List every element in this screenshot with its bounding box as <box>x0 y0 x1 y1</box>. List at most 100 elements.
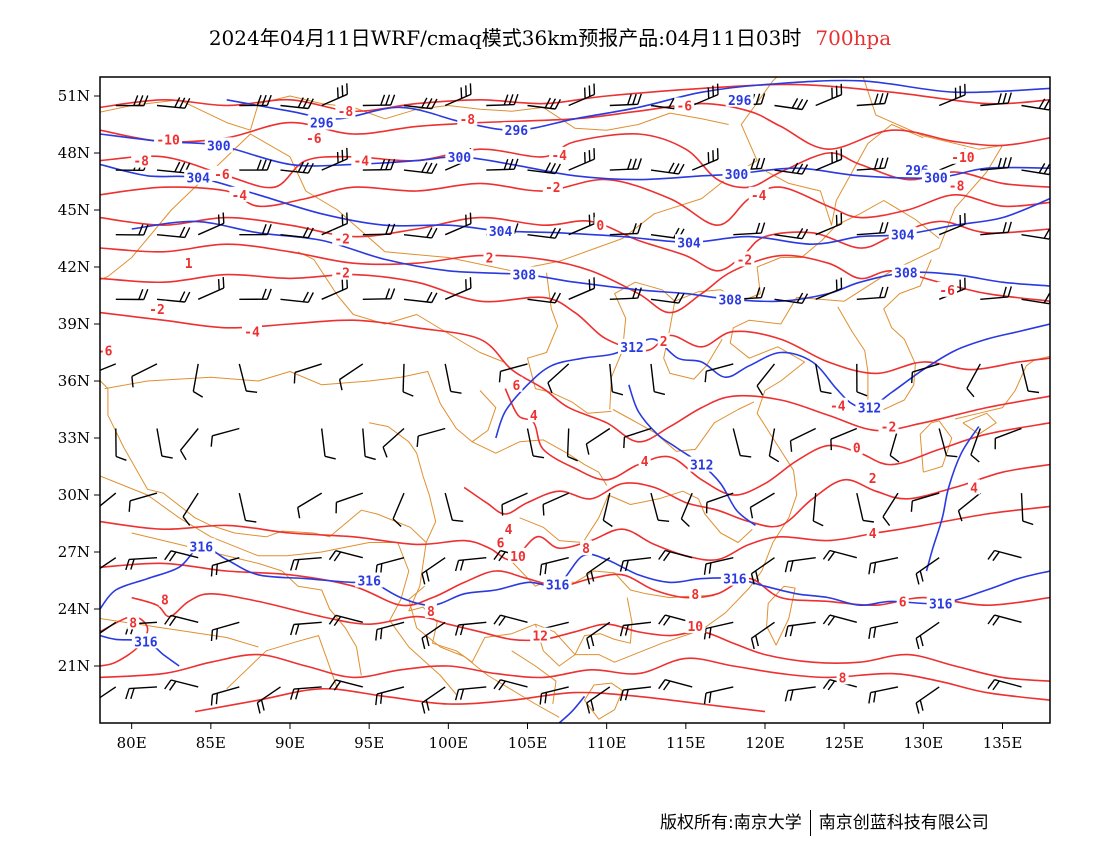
footer-company: 南京创蓝科技有限公司 <box>818 813 989 833</box>
height-contour-label-bg <box>725 91 754 107</box>
wind-barb <box>527 97 562 110</box>
boundary-line <box>297 251 504 363</box>
height-contour <box>226 79 1050 132</box>
temperature-contour-label: -2 <box>737 253 753 268</box>
temperature-contour-label-bg <box>229 186 250 202</box>
height-contour-label-bg <box>855 399 884 415</box>
boundary-line <box>527 272 612 414</box>
wind-barb <box>280 161 314 174</box>
temperature-contour-label-bg <box>657 333 670 349</box>
wind-barb <box>658 549 693 562</box>
temperature-contour-label: -4 <box>551 149 567 164</box>
height-contour-label: 316 <box>134 635 158 650</box>
wind-barb <box>403 162 438 174</box>
wind-barb <box>732 428 752 458</box>
wind-barb <box>987 614 1022 626</box>
temperature-contour-label: 6 <box>512 379 520 394</box>
wind-barb <box>703 621 734 640</box>
temperature-contour-label-bg <box>182 255 195 271</box>
temperature-contour-label: 2 <box>869 472 877 487</box>
temperature-contour-label-bg <box>242 323 262 339</box>
title-main: 2024年04月11日WRF/cmaq模式36km预报产品:04月11日03时 <box>208 26 802 50</box>
temperature-contour-label: -4 <box>830 400 846 415</box>
temperature-contour-label: 8 <box>839 671 847 686</box>
footer-owner: 版权所有:南京大学 <box>660 813 802 833</box>
wind-barb <box>100 557 117 570</box>
height-contour-label: 316 <box>723 573 747 588</box>
wind-barb <box>280 226 314 239</box>
height-contour-label-bg <box>926 595 955 611</box>
height-contour-label-bg <box>722 165 751 181</box>
wind-barb <box>403 227 438 239</box>
y-tick-label: 24N <box>58 600 90 618</box>
wind-barb <box>703 557 734 575</box>
wind-barb <box>128 492 158 512</box>
wind-barb <box>527 162 562 175</box>
wind-barb <box>115 288 149 301</box>
wind-barb <box>856 157 889 171</box>
temperature-contour-label-bg <box>968 479 980 495</box>
wind-barb <box>210 427 240 447</box>
wind-barb <box>179 428 199 461</box>
height-contour-label: 296 <box>505 124 529 139</box>
height-contour-label-bg <box>486 222 515 238</box>
wind-barb <box>970 428 981 463</box>
wind-barb <box>501 492 528 516</box>
temperature-contour-label-bg <box>508 547 528 563</box>
wind-barb <box>915 686 940 714</box>
boundary-line <box>281 570 362 676</box>
height-contour-label: 312 <box>858 402 881 417</box>
wind-barb <box>815 212 843 236</box>
wind-barb <box>856 92 889 107</box>
temperature-contour <box>100 653 1050 701</box>
wind-barb <box>650 292 685 304</box>
height-contour-label-bg <box>307 114 336 130</box>
wind-barb <box>100 686 117 699</box>
wind-barb <box>527 227 562 239</box>
temperature-contour-label: 1 <box>185 257 193 272</box>
wind-barb <box>100 363 117 372</box>
wind-barb <box>375 621 405 641</box>
temperature-contour-label-bg <box>937 281 958 297</box>
temperature-contour-label-bg <box>332 230 353 246</box>
wind-barb <box>789 427 817 452</box>
wind-barb <box>197 212 225 236</box>
wind-barb <box>454 557 487 572</box>
wind-barb <box>815 83 843 107</box>
temperature-contour <box>504 388 1050 496</box>
wind-barb <box>321 212 348 236</box>
temperature-contour-label-bg <box>827 397 848 413</box>
temperature-contour-label: -8 <box>949 179 965 194</box>
y-tick-label: 39N <box>58 315 90 333</box>
temperature-contour-label: 8 <box>427 605 435 620</box>
axis-layer: 80E 85E 90E 95E 100E 105E 110E 115E 120E 125E 130E… <box>58 87 1023 752</box>
height-contour-label-bg <box>922 169 950 185</box>
wind-barb <box>703 686 734 705</box>
temperature-contour-layer <box>100 83 1050 713</box>
wind-barb <box>750 557 775 585</box>
x-tick-label: 100E <box>429 734 469 752</box>
x-tick-label: 90E <box>275 734 305 752</box>
height-contour-label: 304 <box>677 236 701 251</box>
boundary-line <box>389 542 457 695</box>
wind-barb <box>856 363 868 397</box>
copyright-footer: 版权所有:南京大学 南京创蓝科技有限公司 <box>660 808 989 836</box>
wind-barb <box>609 363 624 396</box>
wind-barb <box>586 686 611 714</box>
height-contour-label: 300 <box>207 139 231 154</box>
height-contour <box>925 426 980 572</box>
height-contour-label-bg <box>187 538 216 554</box>
wind-barb <box>915 557 940 585</box>
wind-barb <box>768 428 780 463</box>
wind-barb <box>566 428 578 462</box>
height-contour-label: 304 <box>186 172 210 187</box>
wind-barb <box>527 292 562 304</box>
wind-barb <box>115 428 127 461</box>
wind-barb <box>815 363 832 395</box>
wind-barb <box>280 291 314 303</box>
x-tick-label: 125E <box>824 734 864 752</box>
wind-barb <box>115 224 149 236</box>
temperature-contour-label: 2 <box>486 252 494 267</box>
wind-barb <box>568 148 596 171</box>
temperature-contour-label-bg <box>689 585 702 601</box>
